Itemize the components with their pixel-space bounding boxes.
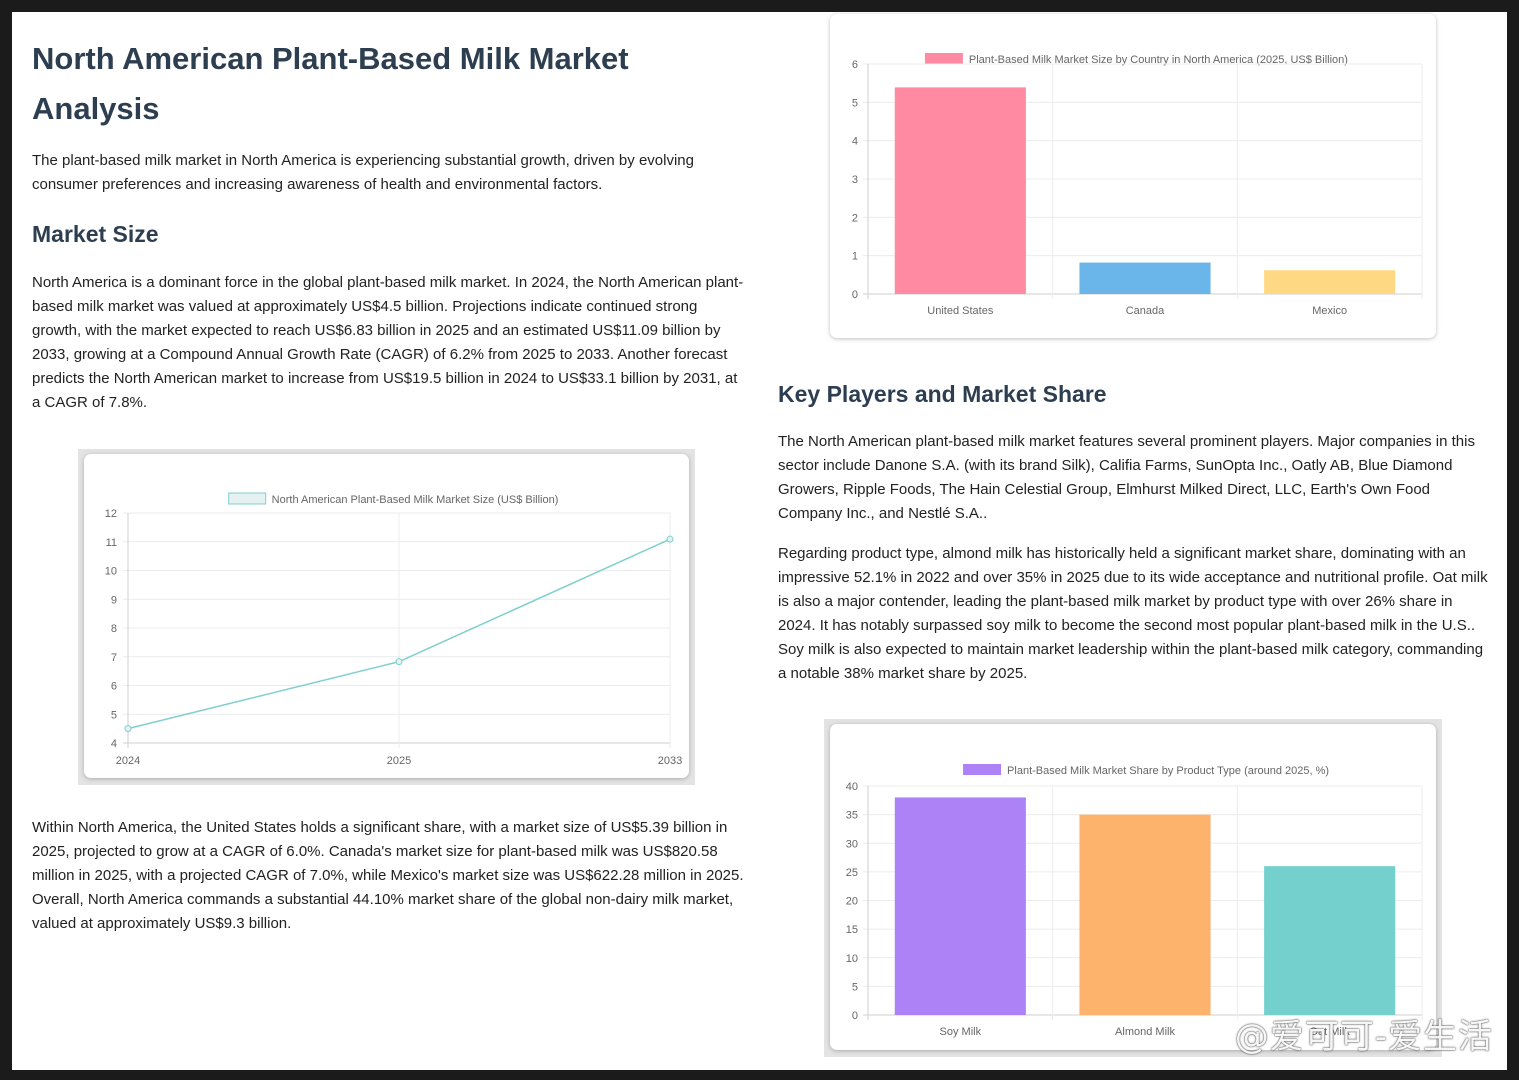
document-page: North American Plant-Based Milk Market A… <box>12 12 1507 1070</box>
country-y-tick-label: 5 <box>852 97 858 109</box>
line-legend-swatch <box>228 492 267 505</box>
line-y-tick-label: 10 <box>105 566 117 578</box>
product-type-paragraph: Regarding product type, almond milk has … <box>778 545 1488 682</box>
product-legend-label: Plant-Based Milk Market Share by Product… <box>1007 765 1329 777</box>
line-chart-card: North American Plant-Based Milk Market S… <box>84 454 689 778</box>
watermark-text: @爱可可-爱生活 <box>1234 1017 1493 1057</box>
product-y-tick-label: 0 <box>852 1010 858 1022</box>
product-y-tick-label: 40 <box>846 781 858 793</box>
product-x-tick-label: Oat Milk <box>1309 1026 1350 1038</box>
line-x-tick-label: 2025 <box>387 755 411 767</box>
line-data-point <box>666 535 674 543</box>
intro-paragraph: The plant-based milk market in North Ame… <box>32 152 694 193</box>
line-x-tick-label: 2033 <box>658 755 682 767</box>
line-y-tick-label: 8 <box>111 623 117 635</box>
country-x-tick-label: United States <box>927 305 994 317</box>
product-chart-card: Plant-Based Milk Market Share by Product… <box>830 724 1436 1050</box>
country-chart-card: Plant-Based Milk Market Size by Country … <box>830 14 1436 338</box>
line-x-tick-label: 2024 <box>116 755 140 767</box>
country-x-tick-label: Canada <box>1126 305 1165 317</box>
line-y-tick-label: 5 <box>111 709 117 721</box>
country-share-paragraph: Within North America, the United States … <box>32 819 744 932</box>
product-bar-almond-milk <box>1079 814 1211 1015</box>
product-x-tick-label: Soy Milk <box>940 1026 982 1038</box>
market-size-line-chart: North American Plant-Based Milk Market S… <box>105 492 682 767</box>
product-bar-oat-milk <box>1264 866 1396 1015</box>
product-y-tick-label: 30 <box>846 838 858 850</box>
product-y-tick-label: 5 <box>852 981 858 993</box>
country-y-tick-label: 2 <box>852 212 858 224</box>
product-y-tick-label: 20 <box>846 896 858 908</box>
country-y-tick-label: 6 <box>852 59 858 71</box>
line-y-tick-label: 9 <box>111 594 117 606</box>
line-data-point <box>124 725 132 733</box>
country-x-tick-label: Mexico <box>1312 305 1347 317</box>
market-size-paragraph: North America is a dominant force in the… <box>32 274 744 411</box>
line-data-point <box>395 658 403 666</box>
line-y-tick-label: 7 <box>111 652 117 664</box>
key-players-paragraph: The North American plant-based milk mark… <box>778 433 1475 522</box>
country-legend-label: Plant-Based Milk Market Size by Country … <box>969 54 1348 66</box>
country-bar-chart: Plant-Based Milk Market Size by Country … <box>852 53 1423 317</box>
product-y-tick-label: 15 <box>846 924 858 936</box>
country-y-tick-label: 4 <box>852 136 858 148</box>
country-legend-swatch <box>924 53 963 64</box>
country-y-tick-label: 0 <box>852 289 858 301</box>
country-y-tick-label: 3 <box>852 174 858 186</box>
line-legend-label: North American Plant-Based Milk Market S… <box>272 494 559 506</box>
product-y-tick-label: 35 <box>846 810 858 822</box>
country-bar-united-states <box>894 87 1026 294</box>
product-y-tick-label: 10 <box>846 953 858 965</box>
product-legend-swatch <box>963 764 1002 775</box>
line-y-tick-label: 11 <box>106 537 117 549</box>
key-players-heading: Key Players and Market Share <box>778 381 1107 407</box>
country-bar-mexico <box>1264 270 1396 294</box>
product-bar-soy-milk <box>894 797 1026 1015</box>
line-y-tick-label: 6 <box>111 681 117 693</box>
market-size-heading: Market Size <box>32 221 159 247</box>
line-y-tick-label: 4 <box>111 738 117 750</box>
product-y-tick-label: 25 <box>846 867 858 879</box>
line-y-tick-label: 12 <box>105 508 117 520</box>
country-bar-canada <box>1079 262 1211 294</box>
product-bar-chart: Plant-Based Milk Market Share by Product… <box>846 764 1423 1038</box>
product-x-tick-label: Almond Milk <box>1115 1026 1175 1038</box>
page-title: North American Plant-Based Milk Market A… <box>32 41 629 126</box>
country-y-tick-label: 1 <box>852 251 858 263</box>
